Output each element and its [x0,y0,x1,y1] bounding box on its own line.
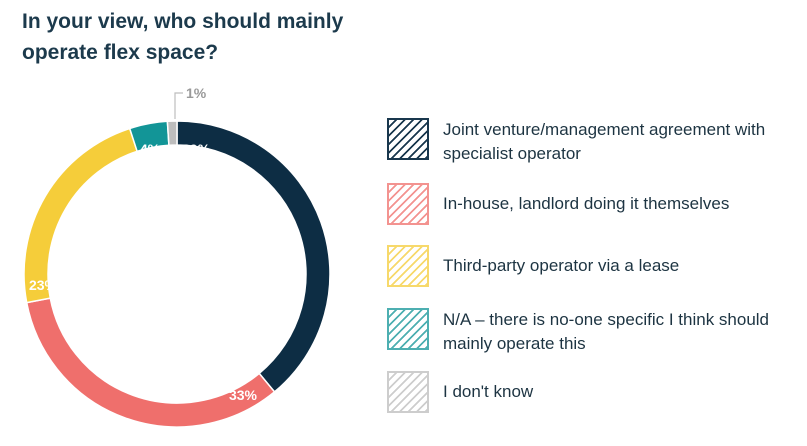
legend-label: Joint venture/management agreement with … [443,120,766,163]
donut-slice [166,120,178,147]
legend-item: Joint venture/management agreement with … [387,118,783,166]
legend-label: In-house, landlord doing it themselves [443,194,730,213]
legend-item: In-house, landlord doing it themselves [387,183,783,225]
legend-label: N/A – there is no-one specific I think s… [443,310,770,353]
legend-swatch [387,371,429,413]
slice-label: 1% [186,85,207,101]
legend-item: Third-party operator via a lease [387,245,783,287]
chart-title: In your view, who should mainly operate … [22,10,344,64]
legend-item: N/A – there is no-one specific I think s… [387,308,783,356]
slice-label: 39% [182,141,211,157]
leader-line [174,92,183,119]
legend-swatch [387,183,429,225]
legend-swatch [387,245,429,287]
slice-label: 33% [229,387,258,403]
legend-label: I don't know [443,382,534,401]
donut-slice [25,297,276,428]
slice-label: 23% [29,277,58,293]
legend-swatch [387,308,429,350]
legend-label: Third-party operator via a lease [443,256,680,275]
donut-slice [176,120,331,393]
legend-item: I don't know [387,371,783,413]
slice-label: 4% [140,141,161,157]
legend-swatch [387,118,429,160]
